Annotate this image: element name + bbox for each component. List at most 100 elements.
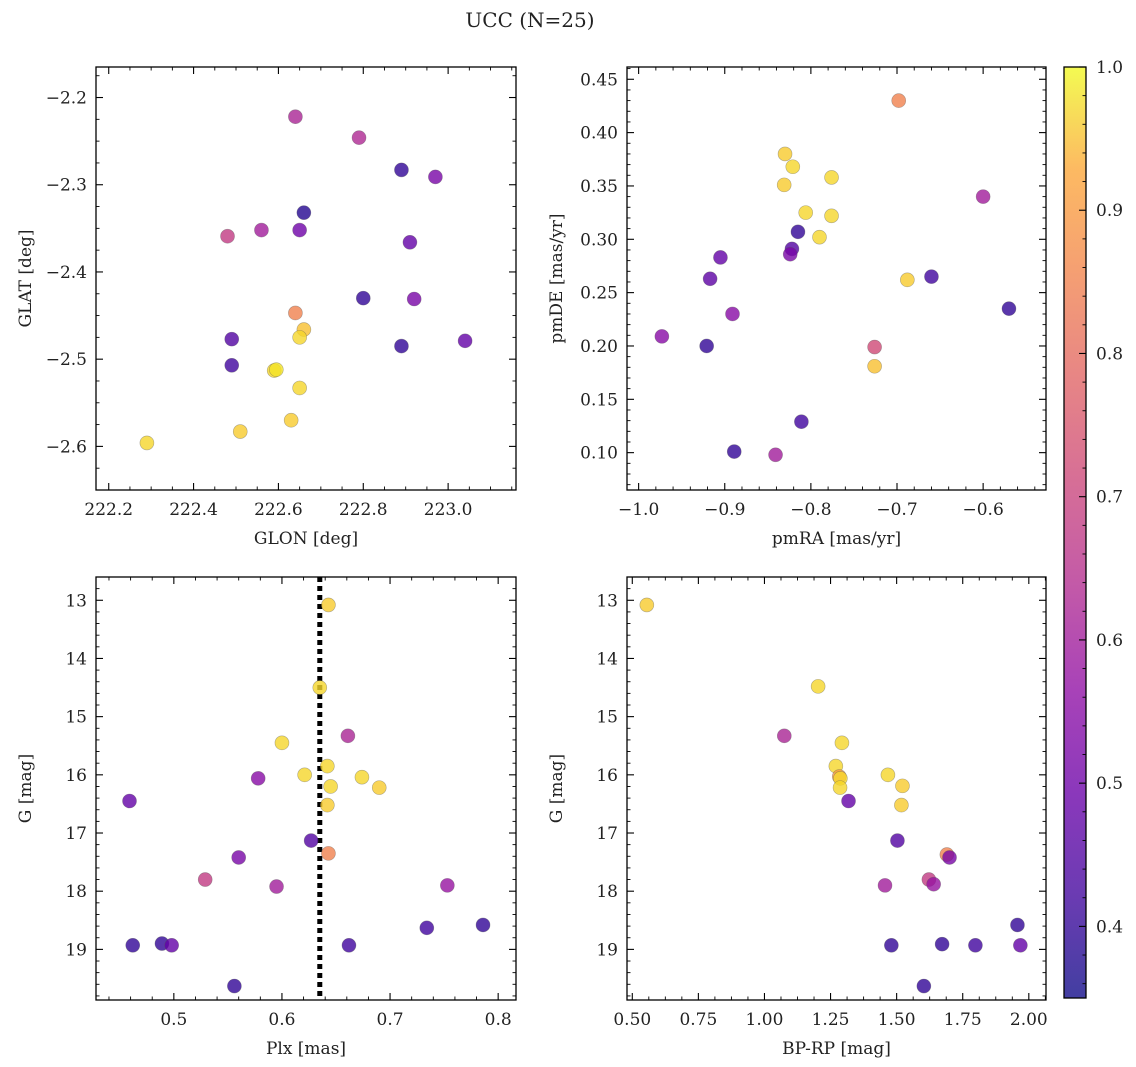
data-point [323, 779, 338, 794]
data-point [231, 850, 247, 865]
data-point [895, 778, 910, 794]
y-tick-label: −2.6 [46, 437, 87, 457]
y-tick-label: 0.20 [580, 337, 618, 357]
data-point [232, 424, 248, 439]
y-tick-label: 0.35 [580, 177, 618, 197]
data-point [824, 208, 839, 224]
x-tick-label: 222.4 [169, 500, 218, 520]
y-tick-label: 17 [596, 824, 618, 844]
x-tick-label: 2.00 [1010, 1010, 1048, 1030]
data-point [283, 412, 299, 428]
x-tick-label: −0.6 [962, 500, 1003, 520]
y-tick-label: 14 [65, 649, 87, 669]
data-point [942, 850, 957, 865]
data-point [292, 380, 307, 396]
data-point [402, 235, 418, 250]
data-point [841, 793, 856, 809]
data-point [321, 597, 336, 613]
colorbar-tick-label: 0.4 [1096, 917, 1123, 937]
axes-frame [626, 576, 1047, 1001]
panel-2: −1.0 −0.9 −0.8 −0.7 −0.6 0.10 0.15 0.20 0.25 0.30… [547, 66, 1047, 549]
data-point [926, 876, 941, 892]
x-tick-label: 1.00 [746, 1010, 784, 1030]
colorbar-tick-label: 0.9 [1096, 201, 1123, 221]
y-tick-label: 0.10 [580, 444, 618, 464]
data-point [776, 728, 792, 744]
colorbar-tick-label: 0.5 [1096, 774, 1123, 794]
x-tick-label: 0.7 [377, 1010, 404, 1030]
y-tick-label: 19 [596, 940, 618, 960]
panel-1: 222.2 222.4 222.6 222.8 223.0 −2.2 −2.3 −2.4 −2.… [16, 66, 517, 549]
x-tick-label: 222.8 [339, 500, 388, 520]
points-group [639, 597, 1028, 994]
colorbar-tick-label: 0.6 [1096, 631, 1123, 651]
data-point [867, 339, 882, 355]
data-point [832, 780, 848, 795]
data-point [1010, 917, 1025, 933]
data-point [224, 331, 240, 347]
x-tick-label: 1.25 [812, 1010, 850, 1030]
data-point [250, 771, 266, 786]
data-point [164, 938, 179, 953]
y-tick-label: 0.45 [580, 70, 618, 90]
y-tick-label: −2.2 [46, 89, 87, 109]
data-point [824, 170, 839, 185]
data-point [1001, 301, 1017, 316]
data-point [877, 878, 893, 893]
data-point [639, 597, 655, 613]
x-tick-label: 1.75 [944, 1010, 982, 1030]
axes-frame [95, 576, 517, 1001]
data-point [419, 920, 435, 936]
data-point [457, 333, 473, 349]
data-point [269, 362, 284, 377]
y-tick-label: 13 [596, 591, 618, 611]
data-point [220, 228, 235, 244]
data-point [394, 162, 409, 178]
y-axis-label: G [mag] [547, 754, 567, 823]
y-tick-label: 17 [65, 824, 87, 844]
x-axis-label: pmRA [mas/yr] [772, 529, 901, 549]
data-point [890, 833, 905, 848]
panel-3: 0.5 0.6 0.7 0.8 13 14 15 16 17 18 19 Plx [mas] G [ma… [16, 576, 517, 1059]
data-point [1013, 938, 1028, 953]
y-tick-label: 0.30 [580, 230, 618, 250]
data-point [812, 229, 827, 245]
colorbar-gradient [1063, 66, 1087, 999]
data-point [916, 978, 932, 994]
y-tick-label: 15 [65, 708, 87, 728]
data-point [725, 306, 740, 322]
colorbar-tick-label: 0.7 [1096, 488, 1123, 508]
x-axis-label: Plx [mas] [266, 1039, 346, 1059]
data-point [794, 414, 809, 430]
data-point [269, 879, 284, 894]
x-tick-label: 223.0 [424, 500, 473, 520]
data-point [440, 878, 455, 893]
data-point [699, 338, 714, 354]
x-tick-label: −0.8 [790, 500, 831, 520]
data-point [320, 758, 335, 774]
axes-frame [95, 66, 517, 491]
data-point [934, 936, 950, 952]
data-point [292, 222, 307, 238]
data-point [197, 872, 213, 887]
points-group [139, 109, 473, 451]
y-tick-label: −2.5 [46, 350, 87, 370]
data-point [798, 205, 814, 220]
data-point [292, 330, 307, 345]
y-tick-label: 16 [65, 766, 87, 786]
data-point [320, 797, 335, 813]
axes-frame [626, 66, 1047, 491]
data-point [321, 846, 336, 861]
y-axis-label: GLAT [deg] [16, 229, 36, 327]
points-group [122, 597, 491, 994]
scatter-panels: 222.2 222.4 222.6 222.8 223.0 −2.2 −2.3 −2.4 −2.… [16, 66, 1048, 1059]
data-point [790, 224, 806, 240]
data-point [296, 205, 312, 220]
y-tick-label: 0.25 [580, 284, 618, 304]
data-point [288, 109, 303, 125]
x-tick-label: 1.50 [878, 1010, 916, 1030]
colorbar-tick-label: 0.8 [1096, 344, 1123, 364]
data-point [968, 938, 983, 953]
data-point [924, 269, 939, 284]
y-tick-label: −2.4 [46, 263, 87, 283]
